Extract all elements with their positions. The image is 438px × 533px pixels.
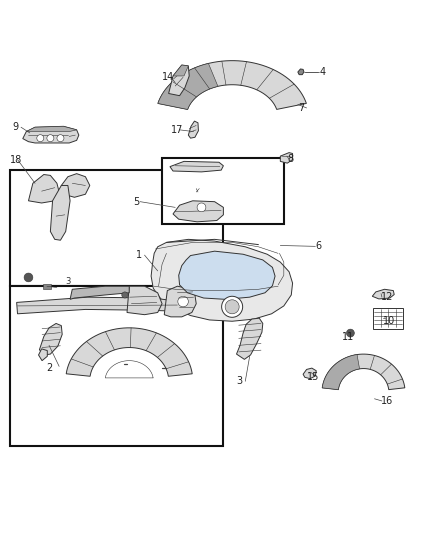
Text: 14: 14: [162, 72, 174, 82]
Polygon shape: [61, 174, 90, 197]
Text: 5: 5: [134, 197, 140, 207]
Circle shape: [346, 329, 354, 337]
Polygon shape: [169, 65, 189, 96]
Text: 18: 18: [10, 155, 22, 165]
Polygon shape: [280, 152, 293, 163]
Polygon shape: [26, 126, 77, 132]
Bar: [162, 158, 284, 223]
Circle shape: [57, 135, 64, 142]
Polygon shape: [173, 65, 188, 76]
Polygon shape: [237, 318, 263, 359]
Polygon shape: [70, 286, 129, 300]
Text: 6: 6: [315, 241, 321, 252]
Circle shape: [178, 296, 188, 307]
Polygon shape: [170, 161, 223, 172]
Circle shape: [24, 273, 33, 282]
Bar: [373, 308, 403, 329]
Polygon shape: [39, 349, 47, 361]
Polygon shape: [372, 289, 394, 299]
Polygon shape: [28, 174, 59, 203]
Text: 8: 8: [287, 154, 293, 164]
Polygon shape: [158, 63, 218, 109]
Text: 3: 3: [65, 277, 71, 286]
Polygon shape: [66, 328, 192, 376]
Polygon shape: [50, 185, 70, 240]
Polygon shape: [179, 251, 275, 300]
Circle shape: [197, 203, 206, 212]
Text: 17: 17: [171, 125, 183, 135]
Text: 7: 7: [298, 103, 304, 113]
Text: 15: 15: [307, 372, 319, 382]
Polygon shape: [173, 201, 223, 222]
Polygon shape: [322, 354, 360, 390]
Polygon shape: [303, 368, 316, 378]
Circle shape: [122, 292, 128, 298]
Bar: [10, 286, 223, 446]
Polygon shape: [158, 61, 307, 109]
Text: 3: 3: [237, 376, 243, 386]
Circle shape: [225, 300, 239, 314]
Text: 11: 11: [342, 332, 354, 342]
Text: 2: 2: [46, 363, 52, 373]
Polygon shape: [322, 354, 405, 390]
Circle shape: [222, 296, 243, 317]
Text: 1: 1: [136, 250, 142, 260]
Polygon shape: [188, 121, 198, 138]
Bar: [43, 284, 51, 289]
Text: 16: 16: [381, 396, 393, 406]
Text: 4: 4: [320, 67, 326, 77]
Circle shape: [47, 135, 54, 142]
Text: 10: 10: [383, 316, 396, 326]
Polygon shape: [298, 69, 304, 75]
Polygon shape: [151, 239, 293, 321]
Polygon shape: [17, 297, 182, 314]
Bar: [10, 170, 223, 286]
Polygon shape: [39, 324, 62, 355]
Polygon shape: [164, 286, 196, 317]
Polygon shape: [127, 286, 162, 314]
Circle shape: [37, 135, 44, 142]
Text: 12: 12: [381, 292, 393, 302]
Polygon shape: [23, 126, 79, 143]
Text: 9: 9: [12, 122, 18, 132]
